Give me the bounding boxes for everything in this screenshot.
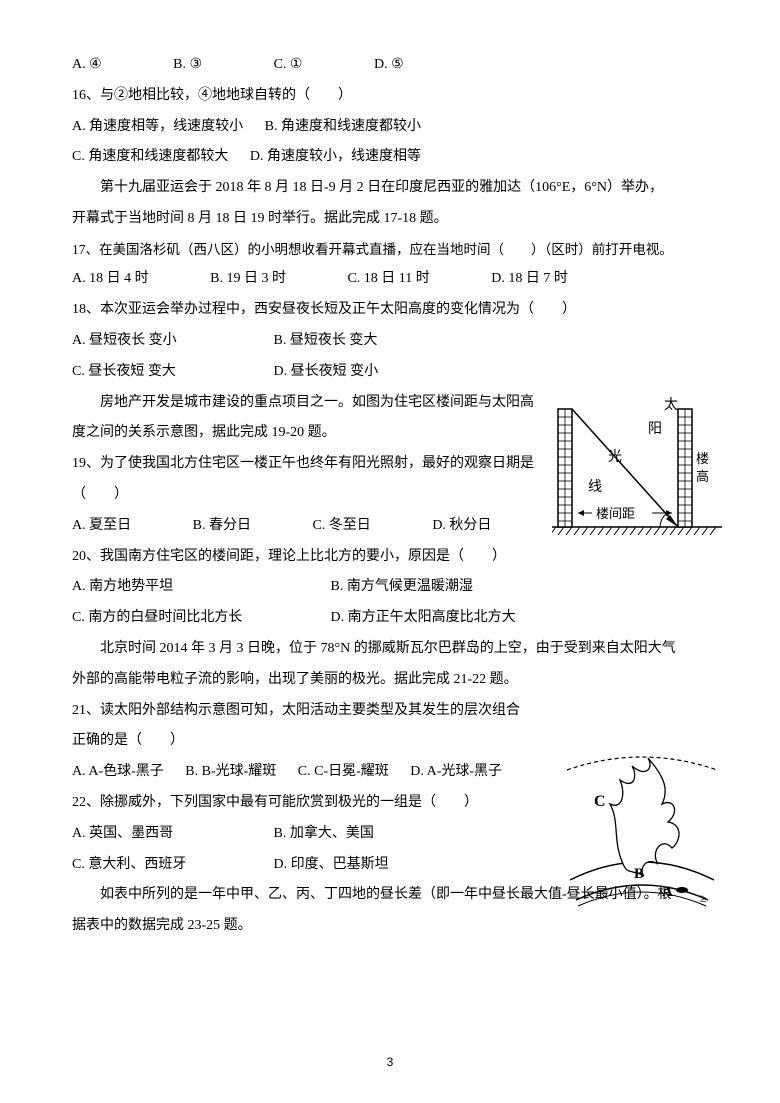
q21-c: C. C-日冕-耀斑 bbox=[298, 757, 389, 788]
q16-row2: C. 角速度和线速度都较大 D. 角速度较小，线速度相等 bbox=[72, 142, 708, 173]
d1-loujianju: 楼间距 bbox=[596, 506, 635, 521]
q17-d: D. 18 日 7 时 bbox=[491, 264, 568, 295]
q17-c: C. 18 日 11 时 bbox=[347, 264, 429, 295]
d1-light: 光 bbox=[608, 449, 622, 465]
q16-a: A. 角速度相等，线速度较小 bbox=[72, 119, 243, 134]
d1-line: 线 bbox=[588, 479, 602, 495]
passage4-l2: 据表中的数据完成 23-25 题。 bbox=[72, 911, 708, 942]
q15-c: C. ① bbox=[274, 50, 303, 81]
q21-b: B. B-光球-耀斑 bbox=[185, 757, 276, 788]
q22-c: C. 意大利、西班牙 bbox=[72, 850, 270, 881]
building-diagram: 太 阳 光 线 楼 高 楼间距 bbox=[552, 395, 722, 545]
d1-yang: 阳 bbox=[648, 421, 662, 437]
d1-lougao: 楼 bbox=[696, 451, 709, 466]
q18-c: C. 昼长夜短 变大 bbox=[72, 357, 270, 388]
q21-d: D. A-光球-黑子 bbox=[410, 757, 502, 788]
q20-row2: C. 南方的白昼时间比北方长 D. 南方正午太阳高度比北方大 bbox=[72, 603, 708, 634]
passage3-l2: 外部的高能带电粒子流的影响，出现了美丽的极光。据此完成 21-22 题。 bbox=[72, 665, 708, 696]
q20-d: D. 南方正午太阳高度比北方大 bbox=[331, 610, 516, 625]
q22-d: D. 印度、巴基斯坦 bbox=[274, 857, 389, 872]
q22-a: A. 英国、墨西哥 bbox=[72, 819, 270, 850]
page-number: 3 bbox=[0, 1049, 780, 1075]
q15-b: B. ③ bbox=[173, 50, 202, 81]
q17-a: A. 18 日 4 时 bbox=[72, 264, 149, 295]
q20-stem: 20、我国南方住宅区的楼间距，理论上比北方的要小，原因是（ ） bbox=[72, 542, 708, 573]
q19-a: A. 夏至日 bbox=[72, 511, 131, 542]
q21-a: A. A-色球-黑子 bbox=[72, 757, 164, 788]
passage1-l2: 开幕式于当地时间 8 月 18 日 19 时举行。据此完成 17-18 题。 bbox=[72, 204, 708, 235]
q18-row2: C. 昼长夜短 变大 D. 昼长夜短 变小 bbox=[72, 357, 708, 388]
q18-row1: A. 昼短夜长 变小 B. 昼短夜长 变大 bbox=[72, 326, 708, 357]
passage1-l1: 第十九届亚运会于 2018 年 8 月 18 日-9 月 2 日在印度尼西亚的雅… bbox=[72, 173, 708, 204]
d2-A: A bbox=[662, 884, 673, 900]
q19-b: B. 春分日 bbox=[193, 511, 251, 542]
q17-options: A. 18 日 4 时 B. 19 日 3 时 C. 18 日 11 时 D. … bbox=[72, 264, 708, 295]
q16-c: C. 角速度和线速度都较大 bbox=[72, 149, 228, 164]
sun-diagram: C B A ≥ bbox=[562, 752, 722, 912]
q18-a: A. 昼短夜长 变小 bbox=[72, 326, 270, 357]
d2-B: B bbox=[634, 866, 644, 882]
q16-d: D. 角速度较小，线速度相等 bbox=[250, 149, 421, 164]
q21-stem1: 21、读太阳外部结构示意图可知，太阳活动主要类型及其发生的层次组合 bbox=[72, 696, 708, 727]
q15-d: D. ⑤ bbox=[374, 50, 404, 81]
svg-text:≥: ≥ bbox=[700, 891, 707, 905]
q20-c: C. 南方的白昼时间比北方长 bbox=[72, 603, 327, 634]
q20-b: B. 南方气候更温暖潮湿 bbox=[331, 579, 473, 594]
svg-text:高: 高 bbox=[696, 469, 709, 484]
q18-stem: 18、本次亚运会举办过程中，西安昼夜长短及正午太阳高度的变化情况为（ ） bbox=[72, 295, 708, 326]
q16-stem: 16、与②地相比较，④地地球自转的（ ） bbox=[72, 81, 708, 112]
q17-stem: 17、在美国洛杉矶（西八区）的小明想收看开幕式直播，应在当地时间（ ）（区时）前… bbox=[72, 235, 708, 265]
q20-a: A. 南方地势平坦 bbox=[72, 572, 327, 603]
q16-b: B. 角速度和线速度都较小 bbox=[265, 119, 421, 134]
q16-row1: A. 角速度相等，线速度较小 B. 角速度和线速度都较小 bbox=[72, 112, 708, 143]
passage3-l1: 北京时间 2014 年 3 月 3 日晚，位于 78°N 的挪威斯瓦尔巴群岛的上… bbox=[72, 634, 708, 665]
q20-row1: A. 南方地势平坦 B. 南方气候更温暖潮湿 bbox=[72, 572, 708, 603]
q18-d: D. 昼长夜短 变小 bbox=[274, 364, 379, 379]
q15-options: A. ④ B. ③ C. ① D. ⑤ bbox=[72, 50, 708, 81]
q17-b: B. 19 日 3 时 bbox=[210, 264, 286, 295]
d1-sun: 太 bbox=[664, 397, 678, 413]
q22-b: B. 加拿大、美国 bbox=[274, 826, 374, 841]
q18-b: B. 昼短夜长 变大 bbox=[274, 333, 378, 348]
q15-a: A. ④ bbox=[72, 50, 102, 81]
q19-d: D. 秋分日 bbox=[432, 511, 491, 542]
q19-c: C. 冬至日 bbox=[312, 511, 370, 542]
d2-C: C bbox=[594, 793, 606, 810]
